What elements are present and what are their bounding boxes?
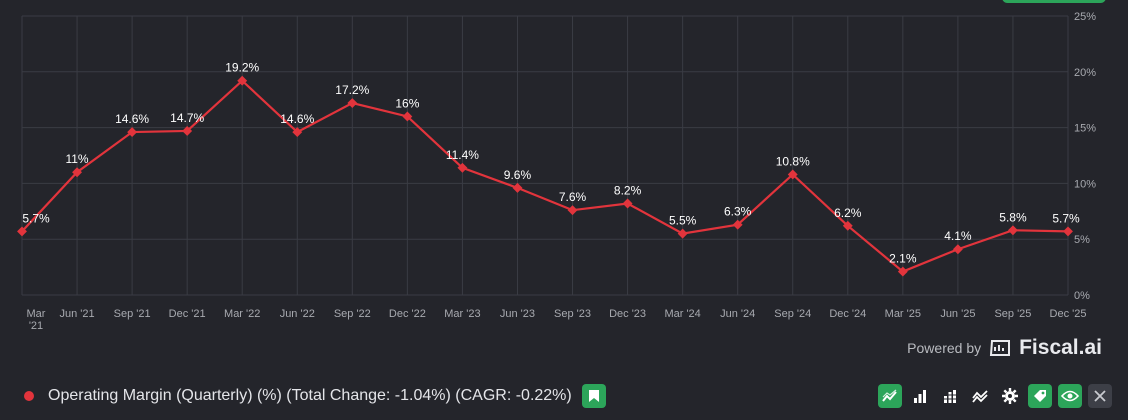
y-tick-label: 15% — [1074, 123, 1096, 135]
data-point — [567, 205, 578, 216]
x-tick-label: Jun '23 — [500, 308, 535, 320]
chart-footer: Operating Margin (Quarterly) (%) (Total … — [0, 380, 1128, 412]
bar-chart-button[interactable] — [908, 384, 932, 408]
data-label: 6.2% — [834, 206, 862, 220]
y-tick-label: 25% — [1074, 11, 1096, 23]
operating-margin-chart: 0% 5% 10% 15% 20% 25% Mar '21 Jun '21 Sep '21 Dec … — [17, 11, 1096, 332]
x-tick-label: Sep '22 — [334, 308, 371, 320]
x-tick-label: Sep '21 — [114, 308, 151, 320]
data-label: 19.2% — [225, 61, 259, 75]
x-tick-label: Sep '24 — [774, 308, 811, 320]
data-label: 7.6% — [559, 190, 587, 204]
visibility-button[interactable] — [1058, 384, 1082, 408]
data-point — [237, 75, 248, 86]
bookmark-button[interactable] — [581, 384, 606, 408]
x-tick-label: Sep '23 — [554, 308, 591, 320]
legend-label: Operating Margin (Quarterly) (%) (Total … — [48, 387, 572, 404]
data-point — [127, 127, 138, 138]
data-label: 9.6% — [504, 168, 532, 182]
data-label: 5.8% — [999, 210, 1027, 224]
data-label: 5.5% — [669, 214, 697, 228]
y-tick-label: 5% — [1074, 234, 1090, 246]
data-point — [182, 125, 193, 136]
data-point — [1007, 225, 1018, 236]
data-label: 11% — [65, 152, 88, 166]
data-point — [292, 127, 303, 138]
fiscal-logo-icon — [990, 340, 1011, 356]
data-point — [677, 228, 688, 239]
settings-button[interactable] — [998, 384, 1022, 408]
x-tick-label: Dec '24 — [829, 308, 866, 320]
data-point — [72, 167, 83, 178]
data-label: 14.6% — [280, 112, 314, 126]
data-label: 14.7% — [170, 111, 204, 125]
x-tick-label: Jun '24 — [720, 308, 755, 320]
data-point — [512, 182, 523, 193]
x-tick-label: Mar '22 — [224, 308, 260, 320]
x-tick-label: Dec '21 — [169, 308, 206, 320]
y-tick-label: 0% — [1074, 290, 1090, 302]
stacked-bar-icon — [943, 390, 957, 403]
bar-chart-icon — [914, 390, 926, 403]
data-point — [457, 162, 468, 173]
x-tick-label: Mar '25 — [885, 308, 921, 320]
bookmark-icon — [588, 390, 599, 402]
x-tick-label: Jun '21 — [59, 308, 94, 320]
data-label: 5.7% — [1052, 211, 1080, 225]
line-chart-icon — [882, 389, 897, 402]
close-icon — [1094, 390, 1106, 402]
x-tick-label: Sep '25 — [994, 308, 1031, 320]
data-point — [17, 226, 27, 237]
chart-toolbar — [878, 380, 1112, 412]
eye-icon — [1061, 390, 1079, 402]
trend-icon — [972, 390, 988, 403]
data-label: 10.8% — [776, 154, 810, 168]
powered-by-label: Powered by — [907, 340, 982, 356]
data-label: 2.1% — [889, 252, 917, 266]
x-tick-label: Dec '22 — [389, 308, 426, 320]
tag-button[interactable] — [1028, 384, 1052, 408]
y-tick-label: 20% — [1074, 67, 1096, 79]
data-point — [787, 169, 798, 180]
data-point — [842, 220, 853, 231]
x-tick-label: Mar '23 — [444, 308, 480, 320]
series-line — [21, 79, 1069, 273]
gear-icon — [1002, 388, 1018, 404]
y-tick-label: 10% — [1074, 178, 1096, 190]
data-label: 14.6% — [115, 112, 149, 126]
close-button[interactable] — [1088, 384, 1112, 408]
data-point — [1063, 226, 1073, 237]
data-label: 11.4% — [446, 148, 479, 162]
data-label: 6.3% — [724, 205, 752, 219]
data-point — [732, 219, 743, 230]
line-chart-button[interactable] — [878, 384, 902, 408]
x-tick-label: Dec '23 — [609, 308, 646, 320]
stacked-bar-button[interactable] — [938, 384, 962, 408]
x-tick-label: Mar '24 — [664, 308, 700, 320]
x-tick-label: Dec '25 — [1050, 308, 1087, 320]
x-tick-label: Mar '21 — [27, 308, 46, 332]
tag-icon — [1034, 390, 1046, 402]
data-point — [622, 198, 633, 209]
trend-button[interactable] — [968, 384, 992, 408]
x-tick-label: Jun '22 — [280, 308, 315, 320]
data-point — [952, 244, 963, 255]
x-tick-label: Jun '25 — [940, 308, 975, 320]
data-label: 4.1% — [944, 229, 972, 243]
legend-dot — [24, 391, 34, 401]
data-point — [347, 98, 358, 108]
data-label: 5.7% — [22, 211, 50, 225]
powered-by: Powered by Fiscal.ai — [907, 336, 1102, 360]
data-label: 16% — [395, 96, 419, 110]
top-green-pill — [1002, 0, 1106, 3]
data-point — [897, 266, 908, 277]
brand-name: Fiscal.ai — [1019, 336, 1102, 359]
data-label: 8.2% — [614, 183, 642, 197]
data-label: 17.2% — [335, 83, 369, 97]
